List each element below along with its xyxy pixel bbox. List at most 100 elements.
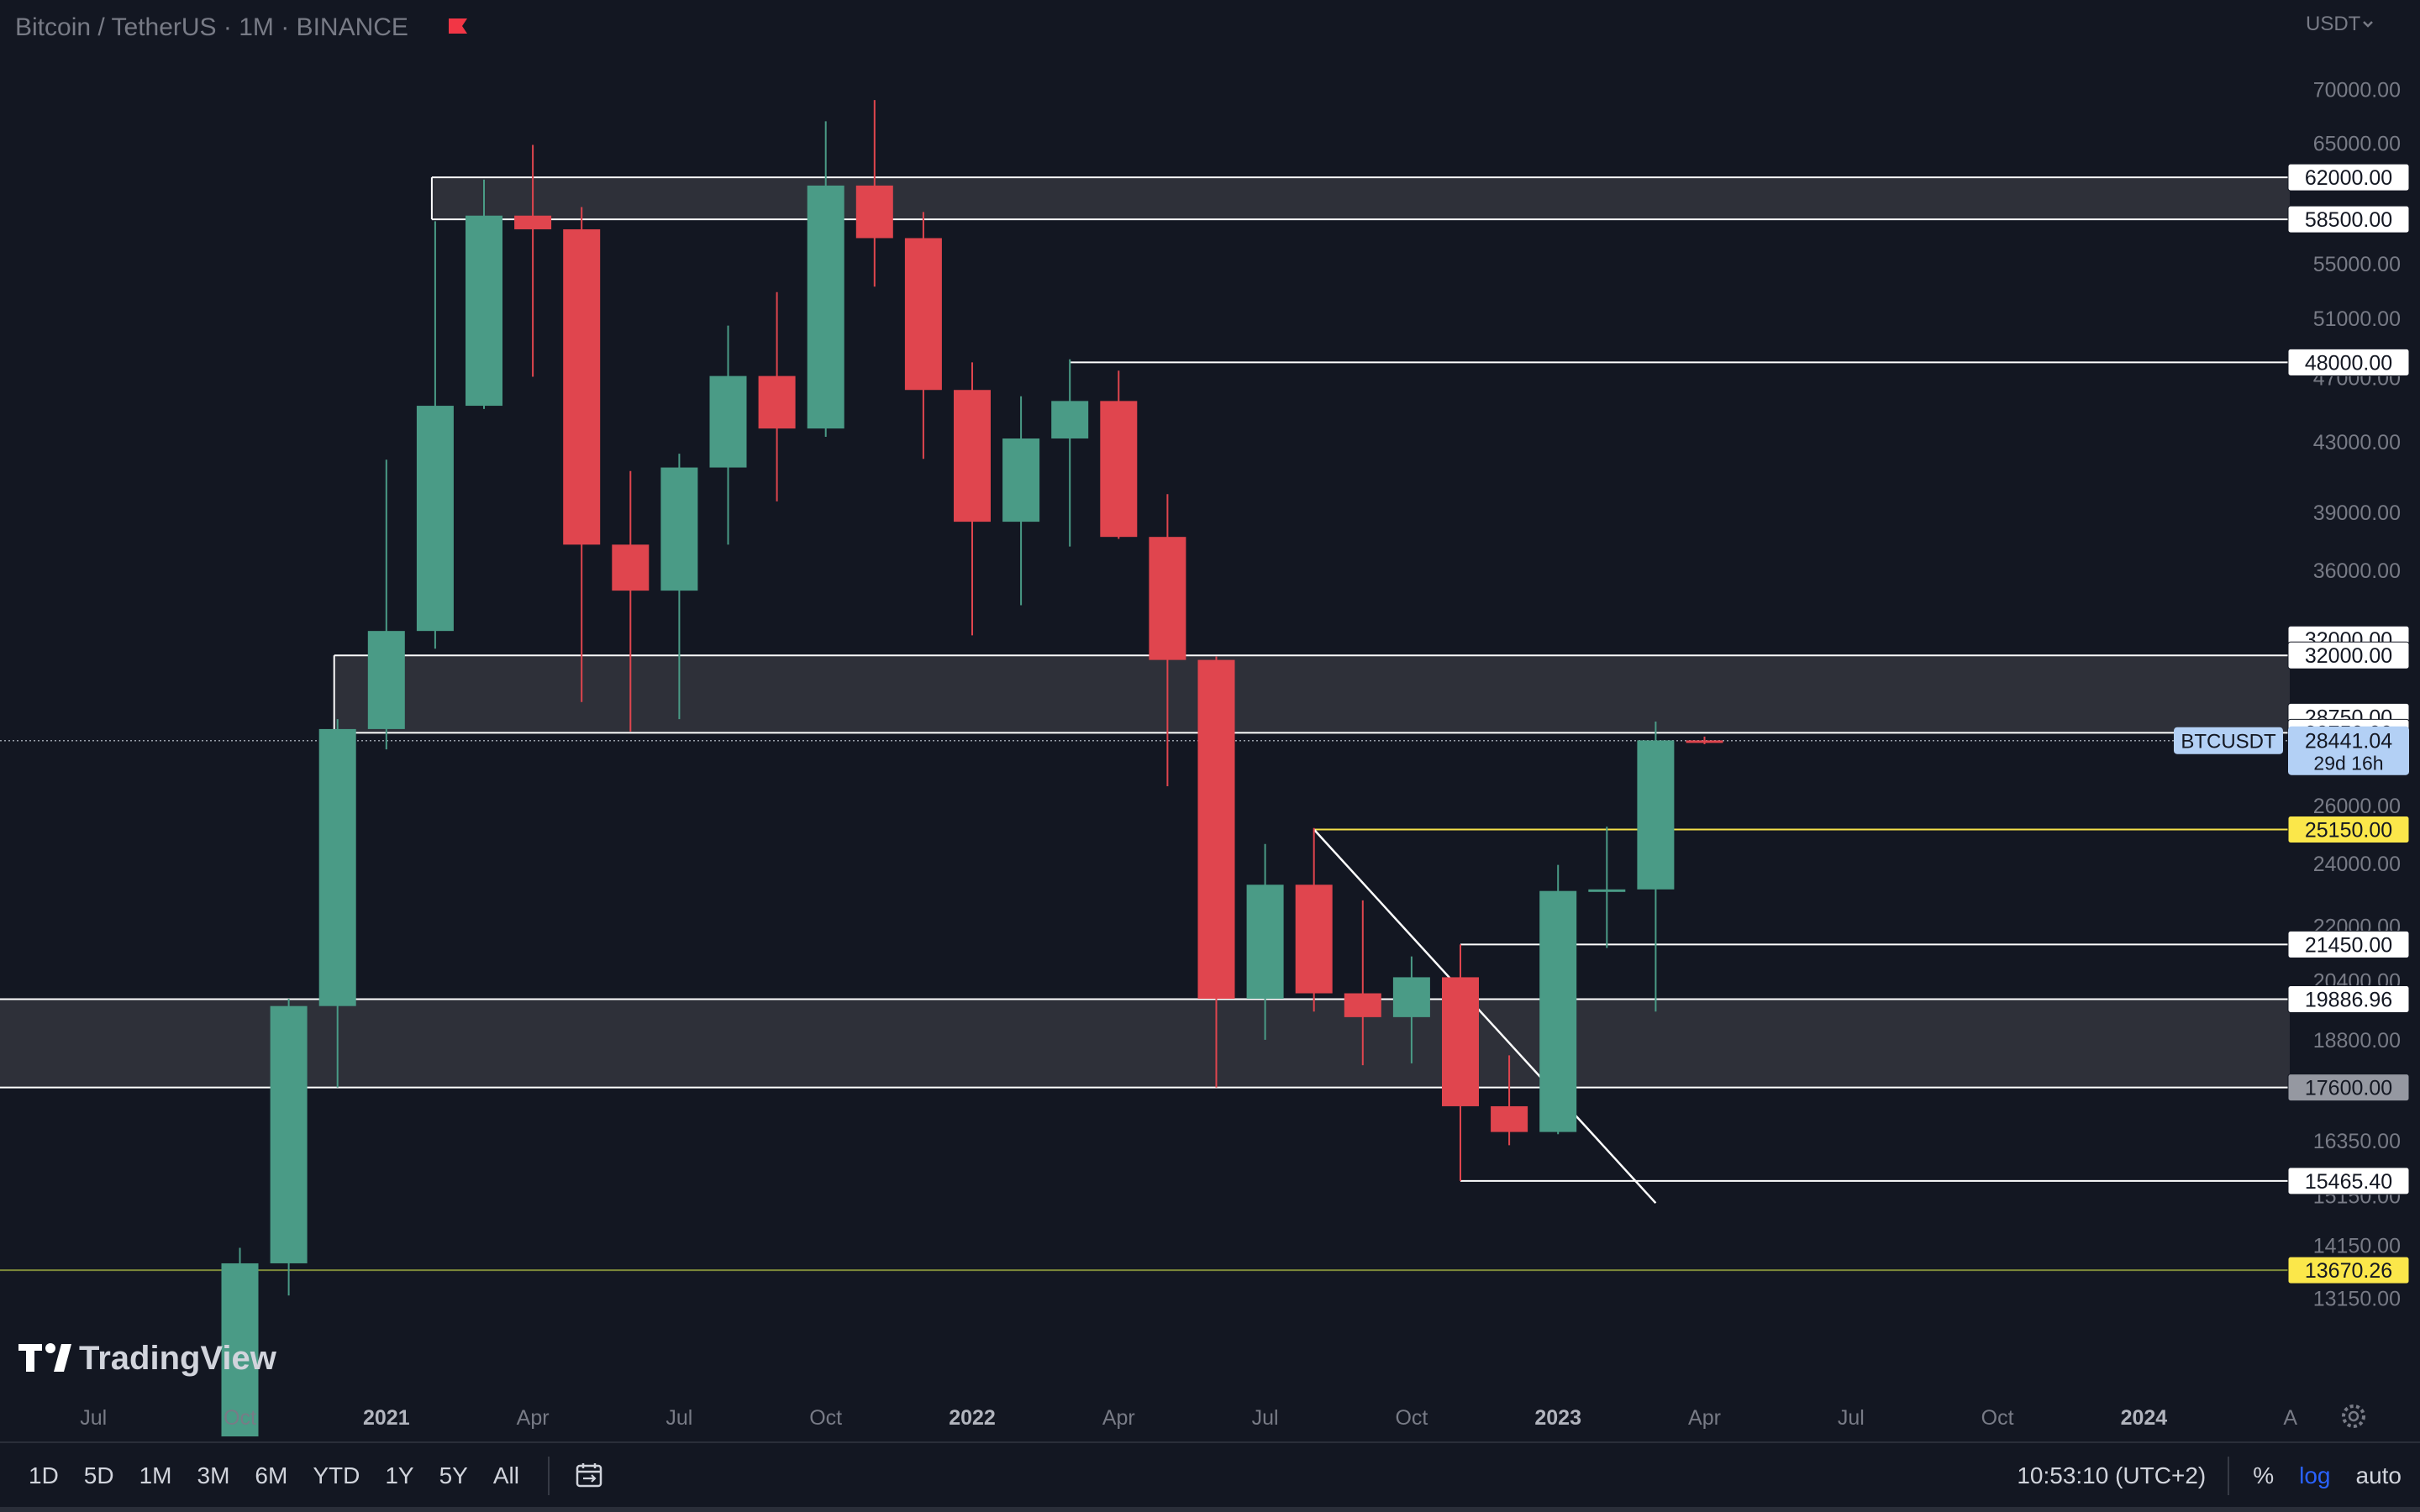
candle[interactable] [1149,494,1186,787]
candle[interactable] [612,470,650,732]
candle-body[interactable] [416,406,454,632]
candle[interactable] [954,362,991,636]
flag-icon[interactable] [449,18,467,34]
log-scale-toggle[interactable]: log [2299,1462,2331,1488]
candle[interactable] [1539,864,1577,1135]
candle-body[interactable] [367,631,405,729]
calendar-range-icon[interactable] [575,1462,605,1490]
range-3m-button[interactable]: 3M [197,1462,230,1488]
candle-body[interactable] [221,1263,259,1436]
candle-body[interactable] [270,1005,308,1263]
candle-body[interactable] [514,215,552,229]
range-1d-button[interactable]: 1D [29,1462,59,1488]
price-label-text: 17600.00 [2305,1077,2392,1100]
candle-body[interactable] [1197,659,1235,999]
range-all-button[interactable]: All [492,1462,519,1488]
chart-title[interactable]: Bitcoin / TetherUS · 1M · BINANCE [15,13,408,41]
candle[interactable] [466,179,502,409]
range-1m-button[interactable]: 1M [139,1462,172,1488]
candle[interactable] [1588,827,1626,948]
candle[interactable] [1197,656,1235,1088]
candle[interactable] [1295,827,1333,1012]
candle[interactable] [758,291,796,501]
candle-body[interactable] [1246,885,1284,999]
candle-body[interactable] [563,228,601,545]
price-label-11[interactable]: 15465.40 [2287,1167,2410,1195]
price-label-12[interactable]: 13670.26 [2287,1256,2410,1284]
candle-body[interactable] [660,467,698,591]
candle-body[interactable] [466,215,502,407]
bottom-strip [0,1507,2420,1512]
candles-layer[interactable] [221,100,1723,1436]
candle-body[interactable] [1295,885,1333,994]
price-chart[interactable]: 70000.0065000.0055000.0051000.0047000.00… [0,0,2420,1436]
candle[interactable] [1344,900,1381,1066]
candle[interactable] [660,454,698,720]
candle[interactable] [1637,722,1675,1012]
price-label-1[interactable]: 58500.00 [2287,205,2410,234]
candle-body[interactable] [1100,401,1138,538]
range-5y-button[interactable]: 5Y [439,1462,468,1488]
range-5d-button[interactable]: 5D [83,1462,114,1488]
candle[interactable] [221,1247,259,1436]
candle[interactable] [1442,944,1479,1181]
candle-body[interactable] [1002,438,1040,522]
auto-scale-toggle[interactable]: auto [2355,1462,2402,1488]
candle-body[interactable] [318,728,356,1006]
price-axis[interactable]: 70000.0065000.0055000.0051000.0047000.00… [2174,0,2420,1386]
candle[interactable] [1686,736,1723,744]
candle[interactable] [270,998,308,1296]
candle-body[interactable] [1491,1105,1528,1132]
bottom-toolbar: 1D 5D 1M 3M 6M YTD 1Y 5Y All 10:53:10 (U… [0,1441,2420,1509]
price-label-7[interactable]: 25150.00 [2287,816,2410,844]
candle-body[interactable] [807,185,844,429]
price-label-8[interactable]: 21450.00 [2287,930,2410,958]
candle[interactable] [416,221,454,649]
candle[interactable] [514,144,552,377]
candle[interactable] [1100,370,1138,539]
candle-body[interactable] [1392,977,1430,1017]
price-label-9[interactable]: 19886.96 [2287,985,2410,1014]
percent-scale-toggle[interactable]: % [2253,1462,2275,1488]
candle-body[interactable] [1539,890,1577,1132]
chevron-down-icon[interactable] [2363,21,2373,28]
currency-selector[interactable]: USDT [2306,13,2361,35]
price-label-0[interactable]: 62000.00 [2287,163,2410,192]
candle-body[interactable] [904,238,942,391]
range-ytd-button[interactable]: YTD [313,1462,360,1488]
candle-body[interactable] [1588,889,1626,892]
candle[interactable] [855,100,893,287]
candle[interactable] [709,325,747,545]
candle-body[interactable] [758,375,796,429]
price-label-2[interactable]: 48000.00 [2287,348,2410,376]
candle[interactable] [1491,1055,1528,1146]
candle-body[interactable] [1686,740,1723,743]
candle-body[interactable] [1637,740,1675,890]
candle-body[interactable] [1442,977,1479,1106]
price-label-10[interactable]: 17600.00 [2287,1074,2410,1102]
clock-readout[interactable]: 10:53:10 (UTC+2) [2017,1462,2207,1488]
range-6m-button[interactable]: 6M [255,1462,288,1488]
candle-body[interactable] [709,375,747,468]
candle[interactable] [807,121,844,438]
candle[interactable] [1002,396,1040,606]
time-axis[interactable]: Jul Oct 2021 Apr Jul Oct 2022 Apr Jul Oct 2023 Apr J… [80,1406,2297,1430]
candle-body[interactable] [954,390,991,522]
candle[interactable] [318,719,356,1088]
gear-icon[interactable] [2342,1404,2365,1428]
candle[interactable] [563,207,601,702]
candle[interactable] [367,459,405,750]
candle-body[interactable] [1051,401,1089,439]
candle[interactable] [904,212,942,459]
candle[interactable] [1051,359,1089,547]
settings-button[interactable] [2342,1404,2365,1428]
candle[interactable] [1392,956,1430,1063]
candle-body[interactable] [855,185,893,239]
candle[interactable] [1246,843,1284,1040]
price-label-4[interactable]: 32000.00 [2287,641,2410,669]
candle-body[interactable] [1149,537,1186,660]
candle-body[interactable] [1344,993,1381,1017]
candle-body[interactable] [612,544,650,591]
range-1y-button[interactable]: 1Y [385,1462,414,1488]
